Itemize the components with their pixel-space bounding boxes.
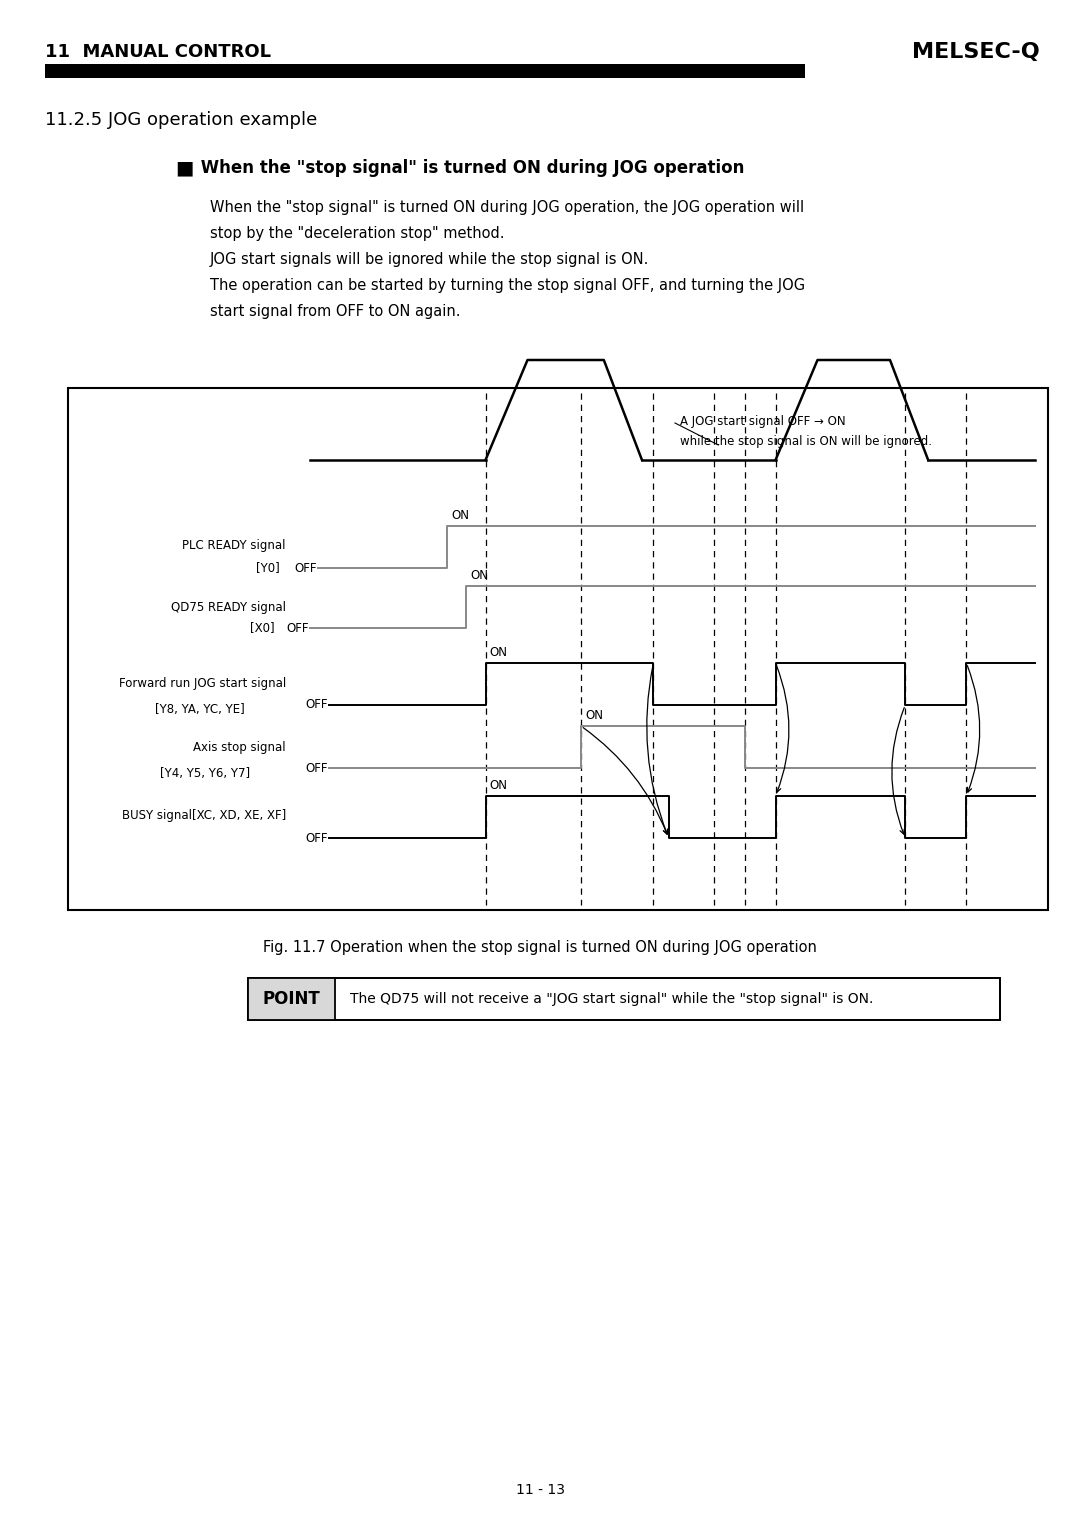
Text: A JOG start signal OFF → ON: A JOG start signal OFF → ON (680, 416, 846, 428)
Text: OFF: OFF (305, 761, 327, 775)
Bar (248, 978, 335, 1021)
Text: [X0]: [X0] (249, 622, 274, 634)
FancyArrowPatch shape (968, 666, 980, 792)
Text: OFF: OFF (286, 622, 309, 634)
Text: 11  MANUAL CONTROL: 11 MANUAL CONTROL (45, 43, 271, 61)
FancyArrowPatch shape (892, 707, 904, 834)
Text: [Y4, Y5, Y6, Y7]: [Y4, Y5, Y6, Y7] (160, 767, 251, 779)
Text: Axis stop signal: Axis stop signal (193, 741, 286, 755)
Text: [Y8, YA, YC, YE]: [Y8, YA, YC, YE] (156, 703, 245, 717)
Text: ON: ON (471, 568, 488, 582)
Bar (248, 978, 1000, 1021)
Text: start signal from OFF to ON again.: start signal from OFF to ON again. (210, 304, 460, 319)
Text: BUSY signal[XC, XD, XE, XF]: BUSY signal[XC, XD, XE, XF] (122, 810, 286, 822)
FancyArrowPatch shape (647, 666, 667, 834)
Text: OFF: OFF (294, 561, 316, 575)
Text: stop by the "deceleration stop" method.: stop by the "deceleration stop" method. (210, 226, 504, 241)
FancyArrowPatch shape (583, 727, 667, 834)
Text: The QD75 will not receive a "JOG start signal" while the "stop signal" is ON.: The QD75 will not receive a "JOG start s… (350, 992, 874, 1005)
Text: OFF: OFF (305, 698, 327, 712)
Text: ON: ON (489, 779, 508, 792)
Text: while the stop signal is ON will be ignored.: while the stop signal is ON will be igno… (680, 435, 932, 448)
Text: ON: ON (585, 709, 603, 723)
Text: QD75 READY signal: QD75 READY signal (171, 602, 286, 614)
Bar (45, 64, 805, 78)
Text: Forward run JOG start signal: Forward run JOG start signal (119, 677, 286, 689)
Text: 11.2.5 JOG operation example: 11.2.5 JOG operation example (45, 112, 318, 128)
Text: OFF: OFF (305, 831, 327, 845)
Text: PLC READY signal: PLC READY signal (183, 539, 286, 553)
Text: ON: ON (451, 509, 470, 523)
Text: When the "stop signal" is turned ON during JOG operation, the JOG operation will: When the "stop signal" is turned ON duri… (210, 200, 805, 215)
Text: POINT: POINT (262, 990, 321, 1008)
Bar (248, 978, 1000, 1021)
FancyArrowPatch shape (777, 666, 789, 792)
Text: JOG start signals will be ignored while the stop signal is ON.: JOG start signals will be ignored while … (210, 252, 649, 267)
Bar (68, 388, 1048, 911)
Text: The operation can be started by turning the stop signal OFF, and turning the JOG: The operation can be started by turning … (210, 278, 805, 293)
Text: When the "stop signal" is turned ON during JOG operation: When the "stop signal" is turned ON duri… (195, 159, 744, 177)
Text: ■: ■ (175, 159, 193, 177)
Text: ON: ON (489, 646, 508, 659)
Text: MELSEC-Q: MELSEC-Q (913, 41, 1040, 63)
Text: [Y0]: [Y0] (256, 561, 280, 575)
Text: Fig. 11.7 Operation when the stop signal is turned ON during JOG operation: Fig. 11.7 Operation when the stop signal… (264, 940, 816, 955)
Text: 11 - 13: 11 - 13 (515, 1484, 565, 1497)
